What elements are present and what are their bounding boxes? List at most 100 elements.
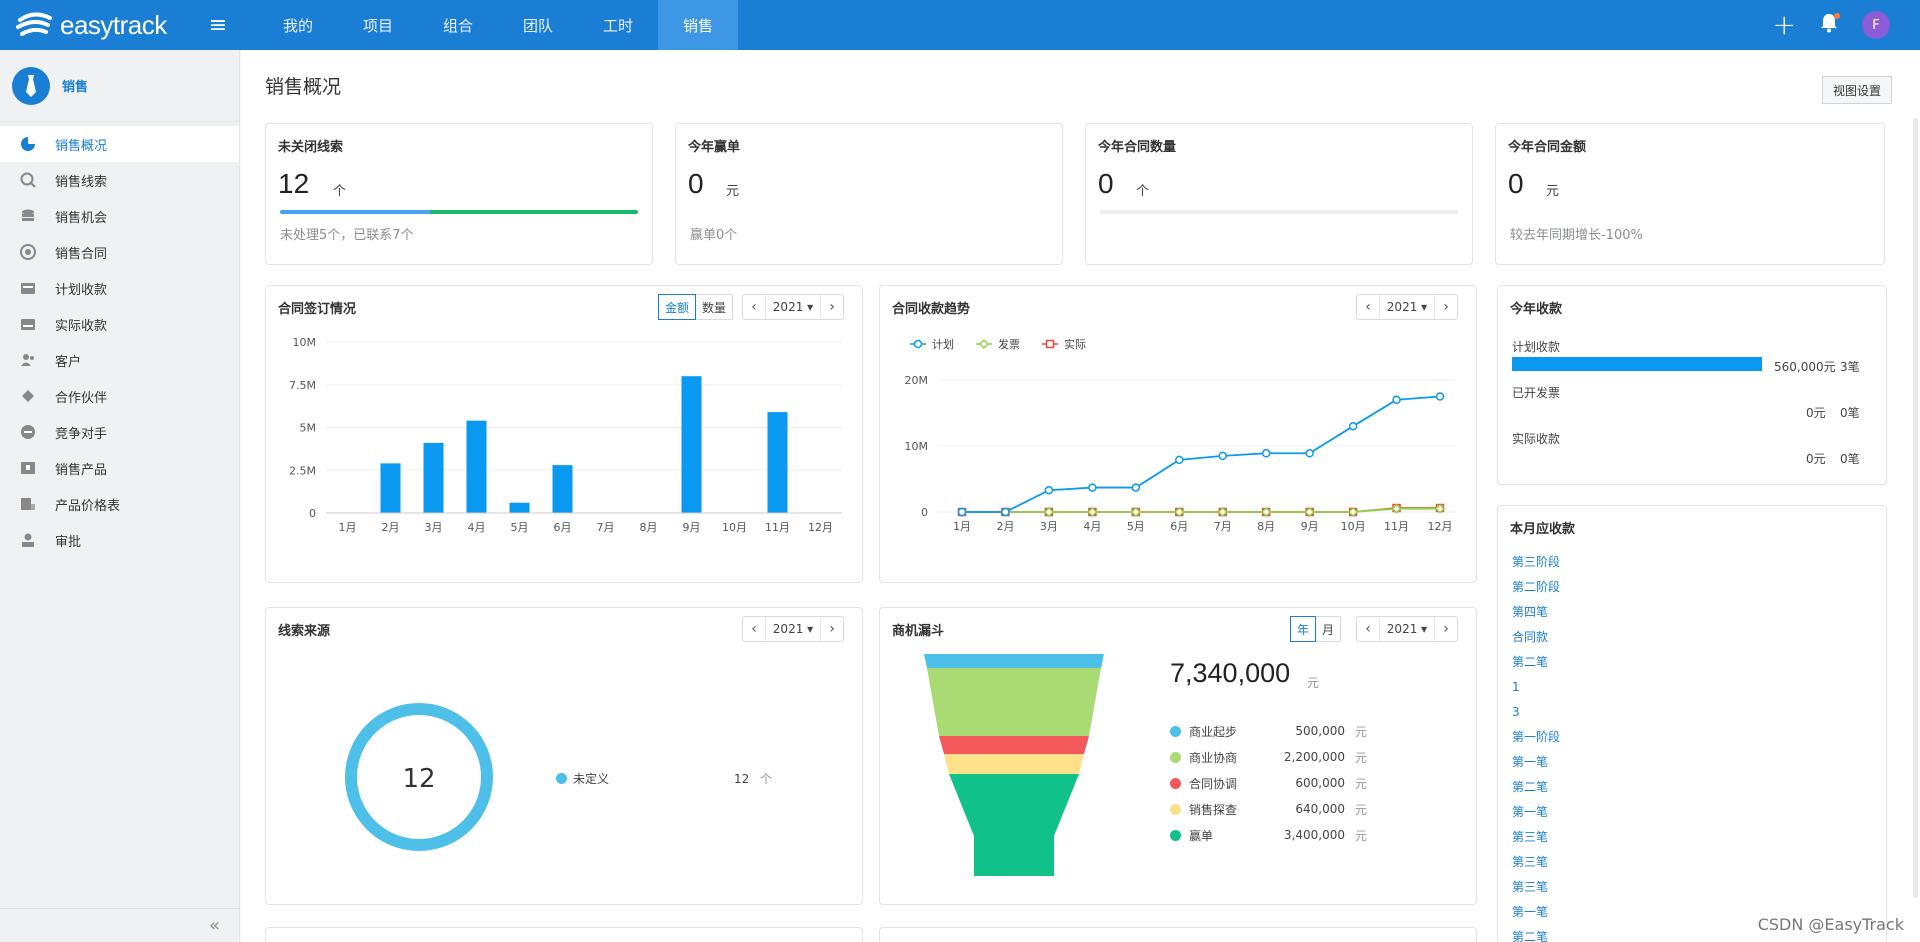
due-item-link[interactable]: 第二笔 — [1512, 930, 1549, 942]
data-point[interactable] — [1434, 503, 1446, 514]
due-item-link[interactable]: 第二阶段 — [1512, 580, 1561, 594]
funnel-stage[interactable] — [927, 668, 1101, 736]
due-item-link[interactable]: 第三笔 — [1512, 880, 1549, 894]
data-point[interactable] — [1045, 339, 1055, 349]
prev-year-icon[interactable]: ‹ — [1365, 299, 1371, 315]
collapse-sidebar-icon[interactable]: « — [0, 908, 240, 942]
funnel-stage[interactable] — [949, 774, 1079, 876]
data-point[interactable] — [978, 338, 990, 350]
due-item-link[interactable]: 第一阶段 — [1512, 730, 1561, 744]
app-logo[interactable]: easytrack — [0, 10, 200, 41]
sidebar-item-2[interactable]: 销售机会 — [0, 198, 239, 234]
funnel-stage[interactable] — [924, 654, 1104, 668]
bar[interactable] — [767, 412, 788, 513]
due-item-link[interactable]: 第三笔 — [1512, 830, 1549, 844]
data-point[interactable] — [1130, 506, 1141, 518]
main-scrollbar[interactable] — [1913, 118, 1918, 898]
data-point[interactable] — [1044, 485, 1054, 495]
sidebar-item-11[interactable]: 审批 — [0, 522, 239, 558]
nav-item-2[interactable]: 组合 — [442, 16, 473, 35]
nav-item-1[interactable]: 项目 — [362, 16, 393, 35]
nav-item-5[interactable]: 销售 — [658, 0, 738, 50]
data-point[interactable] — [1261, 449, 1271, 458]
data-point[interactable] — [1131, 483, 1141, 492]
data-point[interactable] — [1001, 507, 1010, 517]
year-select[interactable]: 2021 ▾ — [765, 617, 821, 641]
legend-item[interactable]: 发票 — [976, 337, 1020, 351]
toggle-year[interactable]: 年 — [1290, 616, 1317, 642]
data-point[interactable] — [1435, 392, 1445, 401]
sidebar-item-0[interactable]: 销售概况 — [0, 126, 239, 162]
toggle-count[interactable]: 数量 — [696, 294, 734, 320]
due-item-link[interactable]: 第三阶段 — [1512, 555, 1561, 569]
due-item-link[interactable]: 第二笔 — [1512, 655, 1549, 669]
data-point[interactable] — [1261, 506, 1272, 518]
toggle-month[interactable]: 月 — [1316, 616, 1342, 642]
data-point[interactable] — [1043, 506, 1054, 518]
sidebar-item-9[interactable]: 销售产品 — [0, 450, 239, 486]
bar[interactable] — [681, 376, 702, 513]
prev-year-icon[interactable]: ‹ — [1365, 621, 1371, 637]
due-item-link[interactable]: 第三笔 — [1512, 855, 1549, 869]
toggle-amount[interactable]: 金额 — [658, 294, 697, 320]
sidebar-item-1[interactable]: 销售线索 — [0, 162, 239, 198]
funnel-stage[interactable] — [944, 754, 1084, 774]
due-item-link[interactable]: 第一笔 — [1512, 905, 1549, 919]
stat-card-won-deals[interactable]: 今年赢单 0 元 赢单0个 — [675, 123, 1063, 265]
sidebar-item-5[interactable]: 实际收款 — [0, 306, 239, 342]
notification-bell-icon[interactable] — [1820, 13, 1840, 37]
bar[interactable] — [423, 442, 444, 513]
sidebar-item-10[interactable]: 产品价格表 — [0, 486, 239, 522]
next-year-icon[interactable]: › — [829, 621, 835, 637]
data-point[interactable] — [1088, 483, 1097, 492]
nav-item-4[interactable]: 工时 — [602, 16, 633, 35]
funnel-stage[interactable] — [939, 736, 1089, 754]
data-point[interactable] — [1348, 421, 1358, 431]
data-point[interactable] — [1217, 506, 1228, 518]
sidebar-item-8[interactable]: 竞争对手 — [0, 414, 239, 450]
due-item-link[interactable]: 第一笔 — [1512, 755, 1549, 769]
next-year-icon[interactable]: › — [829, 299, 835, 315]
year-select[interactable]: 2021 ▾ — [1379, 617, 1435, 641]
add-icon[interactable]: + — [1772, 8, 1796, 41]
bar[interactable] — [552, 465, 573, 513]
bar[interactable] — [509, 502, 530, 513]
sidebar-item-4[interactable]: 计划收款 — [0, 270, 239, 306]
legend-item[interactable]: 计划 — [910, 338, 954, 351]
due-item-link[interactable]: 第一笔 — [1512, 805, 1549, 819]
prev-year-icon[interactable]: ‹ — [751, 621, 757, 637]
data-point[interactable] — [1391, 503, 1402, 514]
data-point[interactable] — [957, 507, 967, 517]
data-point[interactable] — [1348, 506, 1359, 518]
due-item-link[interactable]: 第二笔 — [1512, 780, 1549, 794]
stat-card-contract-amount[interactable]: 今年合同金额 0 元 较去年同期增长-100% — [1495, 123, 1885, 265]
year-select[interactable]: 2021 ▾ — [1379, 295, 1435, 319]
view-settings-button[interactable]: 视图设置 — [1821, 76, 1892, 104]
data-point[interactable] — [1305, 449, 1314, 458]
due-item-link[interactable]: 合同款 — [1512, 630, 1549, 644]
bar[interactable] — [466, 420, 487, 513]
stat-card-contract-count[interactable]: 今年合同数量 0 个 — [1085, 123, 1473, 265]
data-point[interactable] — [1218, 451, 1227, 461]
bar[interactable] — [380, 463, 401, 513]
stat-card-open-leads[interactable]: 未关闭线索 12 个 未处理5个，已联系7个 — [265, 123, 653, 265]
next-year-icon[interactable]: › — [1443, 299, 1449, 315]
prev-year-icon[interactable]: ‹ — [751, 299, 757, 315]
data-point[interactable] — [1175, 455, 1184, 465]
sidebar-item-3[interactable]: 销售合同 — [0, 234, 239, 270]
menu-toggle-icon[interactable]: ≡ — [208, 12, 228, 38]
sidebar-item-7[interactable]: 合作伙伴 — [0, 378, 239, 414]
due-item-link[interactable]: 1 — [1512, 680, 1520, 694]
data-point[interactable] — [1087, 506, 1098, 518]
data-point[interactable] — [1174, 506, 1185, 518]
due-item-link[interactable]: 第四笔 — [1512, 605, 1549, 619]
data-point[interactable] — [1392, 395, 1401, 405]
data-point[interactable] — [913, 339, 923, 349]
next-year-icon[interactable]: › — [1443, 621, 1449, 637]
sidebar-item-6[interactable]: 客户 — [0, 342, 239, 378]
nav-item-3[interactable]: 团队 — [522, 16, 553, 35]
legend-item[interactable]: 实际 — [1042, 337, 1086, 351]
user-avatar[interactable]: F — [1862, 11, 1890, 39]
data-point[interactable] — [1304, 506, 1315, 518]
due-item-link[interactable]: 3 — [1512, 705, 1520, 719]
